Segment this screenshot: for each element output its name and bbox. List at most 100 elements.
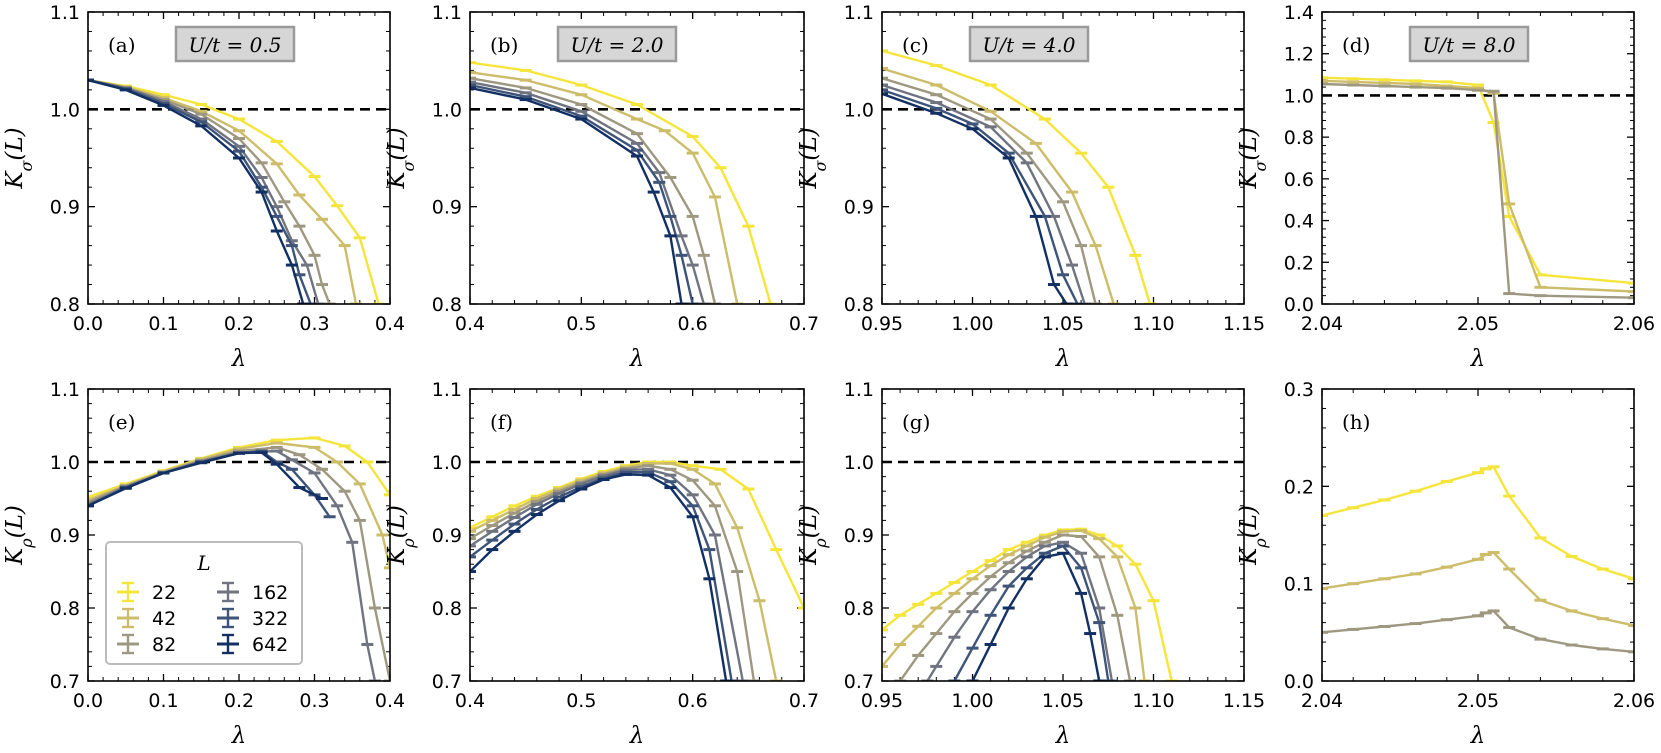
- x-tick-label: 0.4: [455, 690, 485, 712]
- panel-f: 0.4 0.5 0.6 0.7 0.7 0.8 0.9 1.0 1.1 (f) λ Kρ(L): [384, 379, 819, 749]
- x-tick-label: 0.4: [455, 313, 485, 335]
- x-tick-label: 0.3: [299, 690, 329, 712]
- panel-b: 0.4 0.5 0.6 0.7 0.8 0.9 1.0 1.1 (b) U/t = 2.0 λ Kσ(…: [384, 2, 819, 372]
- y-tick-label: 0.7: [432, 671, 462, 693]
- x-axis-label: λ: [1055, 723, 1071, 749]
- x-tick-label: 1.00: [951, 690, 993, 712]
- x-tick-label: 0.6: [678, 690, 708, 712]
- plot-frame: [881, 11, 1245, 305]
- panel-label: (h): [1342, 410, 1371, 434]
- y-tick-label: 1.4: [1284, 2, 1314, 24]
- x-tick-label: 1.15: [1223, 313, 1265, 335]
- y-tick-label: 1.0: [50, 99, 80, 121]
- y-axis-label: Kρ(L): [1236, 505, 1270, 566]
- plot-frame: [1321, 388, 1635, 682]
- y-tick-label: 1.1: [50, 379, 80, 401]
- y-tick-label: 0.9: [432, 525, 462, 547]
- x-axis-label: λ: [1470, 723, 1486, 749]
- plot-frame: [469, 388, 805, 682]
- x-tick-label: 0.4: [375, 690, 405, 712]
- x-tick-label: 1.05: [1042, 690, 1084, 712]
- y-tick-label: 1.2: [1284, 44, 1314, 66]
- x-tick-label: 2.05: [1457, 313, 1499, 335]
- annotation-box: [968, 25, 1090, 63]
- series-line-22: [882, 49, 1152, 304]
- series-line-42: [470, 71, 739, 304]
- y-tick-label: 0.8: [432, 598, 462, 620]
- x-tick-label: 2.04: [1301, 690, 1343, 712]
- y-axis-label: Kρ(L): [2, 505, 36, 566]
- x-tick-label: 0.7: [789, 313, 819, 335]
- annotation-text: U/t = 0.5: [189, 33, 282, 57]
- series-line-82: [899, 533, 1132, 681]
- x-tick-label: 1.10: [1132, 690, 1174, 712]
- y-axis-label: Kσ(L): [1236, 127, 1270, 189]
- y-tick-label: 0.9: [844, 525, 874, 547]
- series-group: [1322, 465, 1634, 654]
- x-tick-label: 1.10: [1132, 313, 1174, 335]
- y-tick-label: 0.3: [1284, 379, 1314, 401]
- y-tick-label: 1.0: [50, 452, 80, 474]
- y-tick-label: 0.8: [844, 598, 874, 620]
- panel-label: (c): [902, 33, 929, 57]
- x-tick-label: 0.5: [566, 313, 596, 335]
- series-line-42: [470, 462, 778, 681]
- series-line-322: [470, 83, 694, 304]
- annotation-text: U/t = 2.0: [571, 33, 664, 57]
- legend-label-322: 322: [252, 608, 288, 630]
- y-tick-label: 0.8: [432, 294, 462, 316]
- panel-e: 0.0 0.1 0.2 0.3 0.4 0.7 0.8 0.9 1.0 1.1 (e) λ Kρ(L): [2, 379, 405, 749]
- legend-label-162: 162: [252, 582, 288, 604]
- y-tick-label: 1.1: [844, 379, 874, 401]
- x-axis-label: λ: [231, 723, 247, 749]
- y-tick-label: 0.9: [432, 197, 462, 219]
- x-tick-label: 0.1: [148, 313, 178, 335]
- x-tick-label: 2.06: [1613, 690, 1655, 712]
- legend-label-82: 82: [152, 634, 176, 656]
- series-line-162: [470, 80, 705, 304]
- series-group: [470, 460, 804, 681]
- x-tick-label: 0.0: [73, 690, 103, 712]
- series-line-42: [88, 78, 358, 304]
- y-tick-label: 0.2: [1284, 476, 1314, 498]
- x-tick-label: 2.04: [1301, 313, 1343, 335]
- y-tick-label: 0.8: [1284, 127, 1314, 149]
- series-line-22: [1322, 465, 1634, 580]
- y-tick-label: 0.0: [1284, 294, 1314, 316]
- plot-frame: [87, 11, 391, 305]
- panel-d: 2.04 2.05 2.06 0.0 0.2 0.4 0.6 0.8 1.0 1.2 1.4 (d) U…: [1236, 2, 1655, 372]
- y-axis-label: Kρ(L): [796, 505, 830, 566]
- panel-label: (e): [108, 410, 135, 434]
- x-tick-label: 0.1: [148, 690, 178, 712]
- series-group: [470, 61, 777, 304]
- series-group: [882, 527, 1178, 681]
- x-tick-label: 0.95: [861, 313, 903, 335]
- x-tick-label: 2.06: [1613, 313, 1655, 335]
- annotation-box: [174, 25, 296, 63]
- x-tick-label: 0.2: [224, 313, 254, 335]
- y-tick-label: 0.8: [844, 294, 874, 316]
- plot-frame: [881, 388, 1245, 682]
- x-tick-label: 0.7: [789, 690, 819, 712]
- annotation-box: [556, 25, 678, 63]
- series-line-42: [1322, 79, 1634, 293]
- series-group: [882, 49, 1156, 304]
- y-tick-label: 1.1: [432, 2, 462, 24]
- series-line-162: [882, 83, 1086, 304]
- series-line-82: [470, 77, 717, 304]
- y-tick-label: 1.1: [432, 379, 462, 401]
- y-tick-label: 0.8: [50, 598, 80, 620]
- y-axis-label: Kρ(L): [384, 505, 418, 566]
- panel-label: (b): [490, 33, 518, 57]
- y-tick-label: 0.1: [1284, 574, 1314, 596]
- y-tick-label: 1.1: [844, 2, 874, 24]
- series-line-22: [1322, 76, 1634, 285]
- x-tick-label: 0.4: [375, 313, 405, 335]
- y-tick-label: 0.7: [50, 671, 80, 693]
- series-line-322: [88, 78, 312, 304]
- series-line-82: [470, 464, 756, 681]
- series-line-162: [926, 541, 1114, 681]
- y-tick-label: 1.1: [50, 2, 80, 24]
- y-tick-label: 1.0: [1284, 85, 1314, 107]
